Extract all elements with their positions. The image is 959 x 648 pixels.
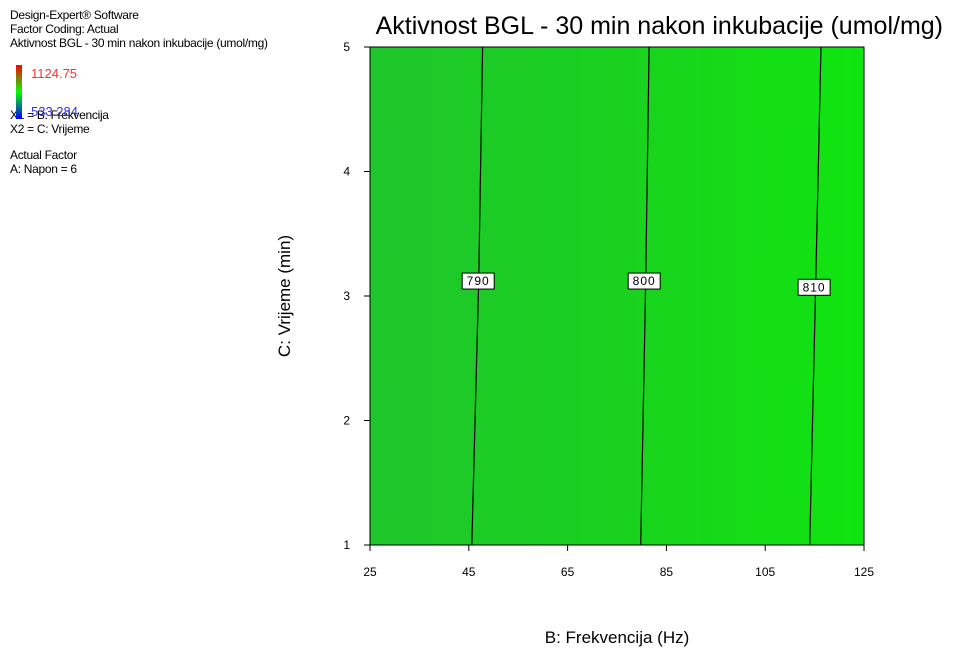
contour-label-790: 790 [467, 274, 490, 288]
x1-label: X1 = B: Frekvencija [10, 108, 109, 122]
actual-factor-heading: Actual Factor [10, 148, 77, 162]
y-axis-label: C: Vrijeme (min) [275, 235, 294, 357]
factor-coding-label: Factor Coding: Actual [10, 22, 119, 36]
x-tick-label: 105 [755, 565, 775, 579]
contour-label-box [461, 272, 495, 290]
color-scale-max: 1124.75 [31, 66, 78, 81]
x-axis-label: B: Frekvencija (Hz) [545, 628, 690, 647]
contour-label-box [627, 272, 661, 290]
y-tick-label: 5 [343, 40, 350, 54]
software-label: Design-Expert® Software [10, 8, 139, 22]
y-tick-label: 1 [343, 538, 350, 552]
contour-label-box [797, 278, 831, 296]
info-panel: Design-Expert® Software Factor Coding: A… [10, 8, 268, 176]
y-tick-label: 2 [343, 414, 350, 428]
x-tick-label: 25 [363, 565, 377, 579]
x-tick-label: 45 [462, 565, 476, 579]
contour-label-810: 810 [803, 280, 826, 294]
x-tick-label: 65 [561, 565, 575, 579]
x2-label: X2 = C: Vrijeme [10, 122, 90, 136]
x-tick-label: 85 [660, 565, 674, 579]
chart-title: Aktivnost BGL - 30 min nakon inkubacije … [375, 12, 943, 40]
x-tick-label: 125 [854, 565, 874, 579]
plot-area [369, 46, 865, 546]
y-tick-label: 3 [343, 289, 350, 303]
color-scale-min: 533.284 [31, 104, 78, 119]
actual-factor-label: A: Napon = 6 [10, 162, 77, 176]
color-scale-bar [16, 65, 22, 119]
y-tick-label: 4 [343, 165, 350, 179]
contour-label-800: 800 [633, 274, 656, 288]
response-label: Aktivnost BGL - 30 min nakon inkubacije … [10, 36, 268, 50]
